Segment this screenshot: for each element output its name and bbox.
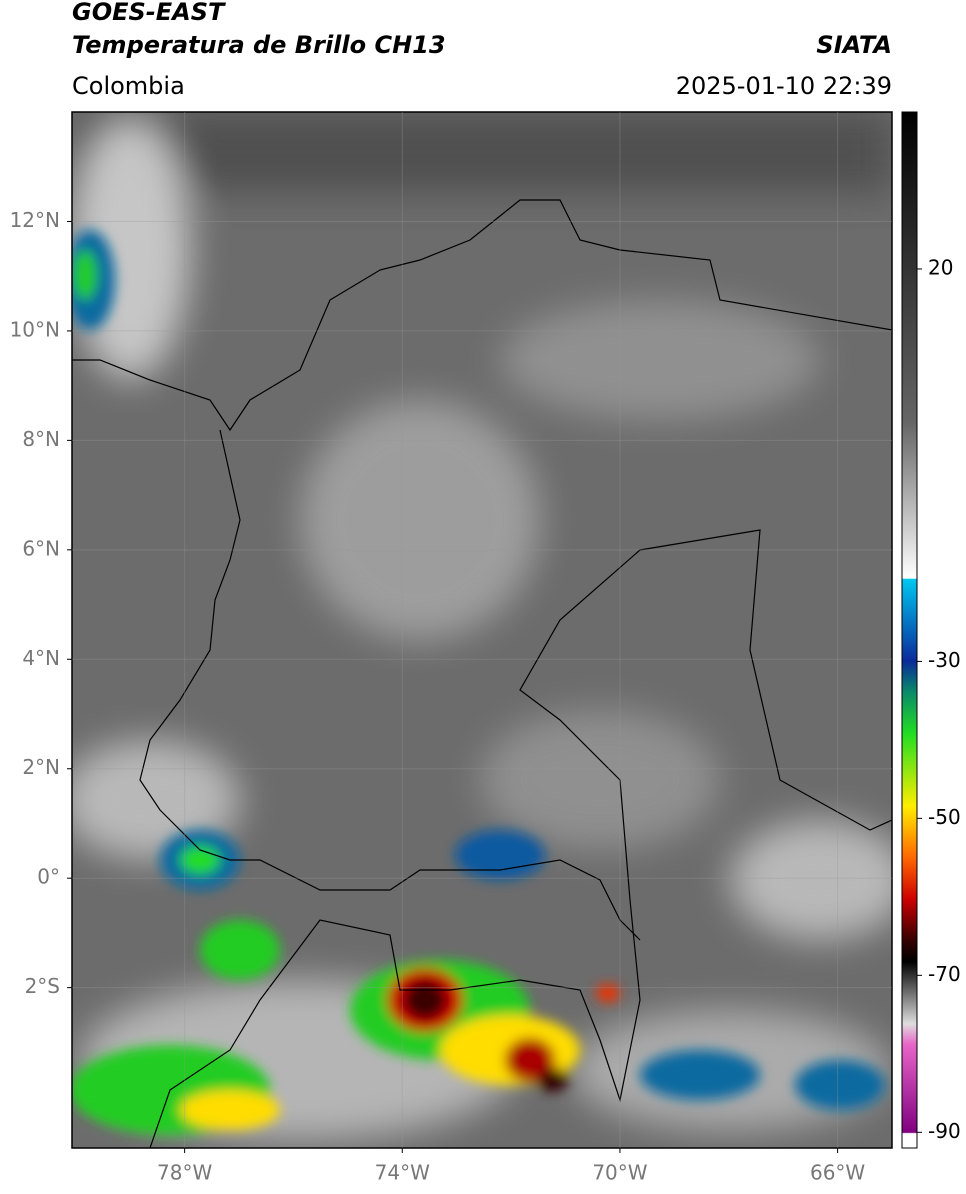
- colorbar-tick-label: -70: [928, 962, 961, 986]
- colorbar-tick-label: -90: [928, 1119, 961, 1143]
- x-tick-label: 78°W: [157, 1161, 212, 1185]
- region: Colombia: [72, 72, 185, 100]
- y-tick-label: 8°N: [22, 427, 60, 451]
- x-tick-label: 70°W: [592, 1161, 647, 1185]
- x-tick-label: 66°W: [810, 1161, 865, 1185]
- timestamp: 2025-01-10 22:39: [676, 72, 892, 100]
- colorbar-tick-label: 20: [928, 255, 953, 279]
- colorbar: [901, 111, 918, 1149]
- y-tick-label: 10°N: [10, 317, 60, 341]
- colorbar-tick-label: -50: [928, 805, 961, 829]
- satellite-name: GOES-EAST: [72, 0, 226, 26]
- agency: SIATA: [816, 31, 892, 59]
- imagery: [72, 112, 892, 1148]
- y-tick-label: 2°N: [22, 755, 60, 779]
- y-tick-label: 4°N: [22, 646, 60, 670]
- y-tick-label: 12°N: [10, 208, 60, 232]
- y-tick-label: 2°S: [25, 974, 60, 998]
- x-tick-label: 74°W: [375, 1161, 430, 1185]
- map-frame: [71, 111, 893, 1149]
- y-tick-label: 6°N: [22, 536, 60, 560]
- colorbar-tick-label: -30: [928, 648, 961, 672]
- y-tick-label: 0°: [37, 865, 60, 889]
- product-name: Temperatura de Brillo CH13: [72, 31, 446, 59]
